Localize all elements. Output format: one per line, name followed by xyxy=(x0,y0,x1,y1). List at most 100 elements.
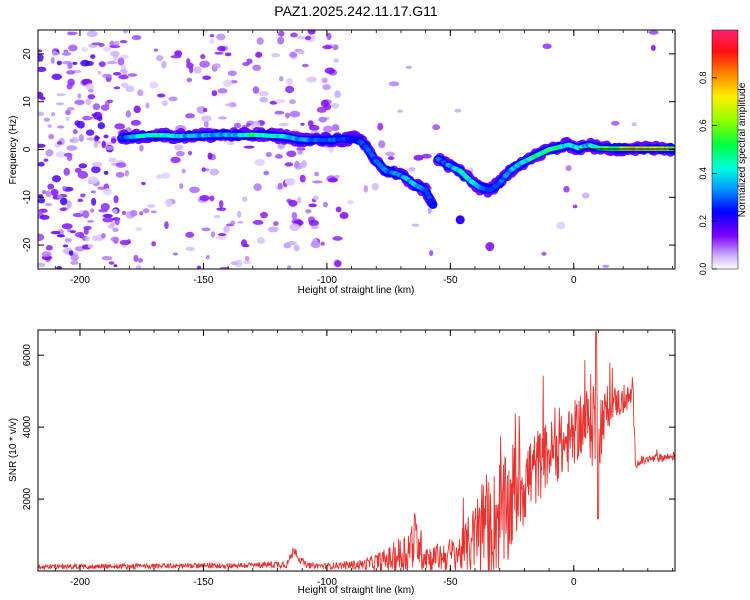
spectrogram-noise-blob xyxy=(119,239,131,246)
spectrogram-noise-blob xyxy=(62,185,67,190)
spectrogram-noise-blob xyxy=(226,142,235,146)
spectrogram-noise-blob xyxy=(429,250,434,257)
spectrogram-noise-blob xyxy=(216,33,226,41)
spectrogram-noise-blob xyxy=(209,195,215,202)
spectrogram-noise-blob xyxy=(38,197,46,204)
spectrogram-noise-blob xyxy=(91,165,101,174)
spectrogram-noise-blob xyxy=(124,169,130,177)
spectrogram-noise-blob xyxy=(291,211,298,220)
spectrogram-noise-blob xyxy=(56,265,63,269)
colorbar-tick-label: 0.4 xyxy=(698,167,708,180)
spectrogram-noise-blob xyxy=(78,163,88,169)
spectrogram-noise-blob xyxy=(129,209,138,217)
spectrogram-noise-blob xyxy=(242,61,250,67)
spectrogram-noise-blob xyxy=(146,204,156,208)
spectrogram-noise-blob xyxy=(279,75,284,82)
snr-frame xyxy=(37,329,676,572)
spectrogram-noise-blob xyxy=(142,208,150,214)
spectrogram-noise-blob xyxy=(235,259,243,268)
spectrogram-noise-blob xyxy=(322,45,333,50)
spectrogram-noise-blob xyxy=(259,96,268,103)
spectrogram-noise-blob xyxy=(242,196,248,202)
spectrogram-noise-blob xyxy=(67,78,75,86)
spectrogram-noise-blob xyxy=(240,239,248,248)
spectrogram-noise-blob xyxy=(70,253,79,262)
spectrogram-noise-blob xyxy=(68,250,74,256)
snr-y-tick-label: 6000 xyxy=(22,344,33,367)
spectrogram-noise-blob xyxy=(541,251,547,256)
spectrogram-y-tick-label: 10 xyxy=(22,96,33,108)
spectrogram-noise-blob xyxy=(243,261,252,264)
spectrogram-noise-blob xyxy=(100,233,106,239)
spectrogram-noise-blob xyxy=(314,171,319,177)
spectrogram-noise-blob xyxy=(320,241,325,246)
spectrogram-noise-blob xyxy=(127,73,138,77)
spectrogram-noise-blob xyxy=(50,188,59,196)
spectrogram-noise-blob xyxy=(103,134,109,139)
spectrogram-noise-blob xyxy=(256,237,265,245)
colorbar-label: Normalized spectral amplitude xyxy=(737,82,748,217)
spectrogram-noise-blob xyxy=(74,99,85,106)
spectrogram-noise-blob xyxy=(103,47,112,52)
spectrogram-noise-blob xyxy=(222,79,233,87)
spectrogram-noise-blob xyxy=(87,94,96,100)
spectrogram-noise-blob xyxy=(76,120,85,129)
spectrogram-noise-blob xyxy=(141,181,146,186)
spectrogram-noise-blob xyxy=(113,86,121,90)
spectrogram-noise-blob xyxy=(151,241,157,247)
spectrogram-spot xyxy=(455,215,465,225)
spectrogram-noise-blob xyxy=(80,193,86,198)
spectrogram-noise-blob xyxy=(66,154,73,162)
spectrogram-noise-blob xyxy=(312,195,319,201)
spectrogram-noise-blob xyxy=(648,30,659,35)
spectrogram-noise-blob xyxy=(405,65,412,70)
spectrogram-noise-blob xyxy=(179,183,184,189)
spectrogram-noise-blob xyxy=(322,84,331,90)
spectrogram-noise-blob xyxy=(101,140,106,149)
spectrogram-noise-blob xyxy=(98,61,106,67)
spectrogram-noise-blob xyxy=(45,190,52,198)
spectrogram-noise-blob xyxy=(333,58,339,63)
spectrogram-noise-blob xyxy=(92,235,99,241)
spectrogram-noise-blob xyxy=(56,60,62,66)
spectrogram-noise-blob xyxy=(200,53,206,60)
spectrogram-noise-blob xyxy=(110,50,120,57)
spectrogram-noise-blob xyxy=(97,186,105,190)
spectrogram-noise-blob xyxy=(43,117,50,122)
spectrogram-noise-blob xyxy=(272,221,279,226)
spectrogram-noise-blob xyxy=(187,150,193,156)
spectrogram-noise-blob xyxy=(87,88,94,93)
spectrogram-noise-blob xyxy=(137,89,144,97)
spectrogram-noise-blob xyxy=(454,108,462,113)
spectrogram-noise-blob xyxy=(119,40,128,44)
snr-y-tick-label: 4000 xyxy=(22,416,33,439)
spectrogram-noise-blob xyxy=(110,236,120,242)
spectrogram-noise-blob xyxy=(38,194,44,198)
spectrogram-noise-blob xyxy=(50,57,55,64)
spectrogram-noise-blob xyxy=(77,93,82,99)
spectrogram-noise-blob xyxy=(286,241,297,245)
spectrogram-noise-blob xyxy=(113,195,119,204)
spectrogram-noise-blob xyxy=(69,138,75,143)
spectrogram-noise-blob xyxy=(115,171,125,178)
spectrogram-noise-blob xyxy=(181,168,186,174)
spectrogram-noise-blob xyxy=(263,170,270,176)
spectrogram-noise-blob xyxy=(289,223,301,232)
snr-x-tick-label: -200 xyxy=(70,577,90,588)
spectrogram-noise-blob xyxy=(84,236,90,242)
spectrogram-noise-blob xyxy=(156,55,164,62)
snr-x-tick-label: -100 xyxy=(317,577,337,588)
spectrogram-noise-blob xyxy=(38,210,43,217)
spectrogram-noise-blob xyxy=(96,140,101,144)
spectrogram-noise-blob xyxy=(189,186,200,194)
spectrogram-noise-blob xyxy=(175,150,185,157)
spectrogram-spot xyxy=(485,242,495,252)
spectrogram-noise-blob xyxy=(38,66,47,73)
spectrogram-noise-blob xyxy=(39,214,50,220)
spectrogram-noise-blob xyxy=(38,161,45,167)
spectrogram-noise-blob xyxy=(253,183,262,191)
spectrogram-noise-blob xyxy=(45,245,53,251)
spectrogram-noise-blob xyxy=(81,46,88,53)
spectrogram-noise-blob xyxy=(602,264,610,268)
spectrogram-noise-blob xyxy=(109,45,121,49)
